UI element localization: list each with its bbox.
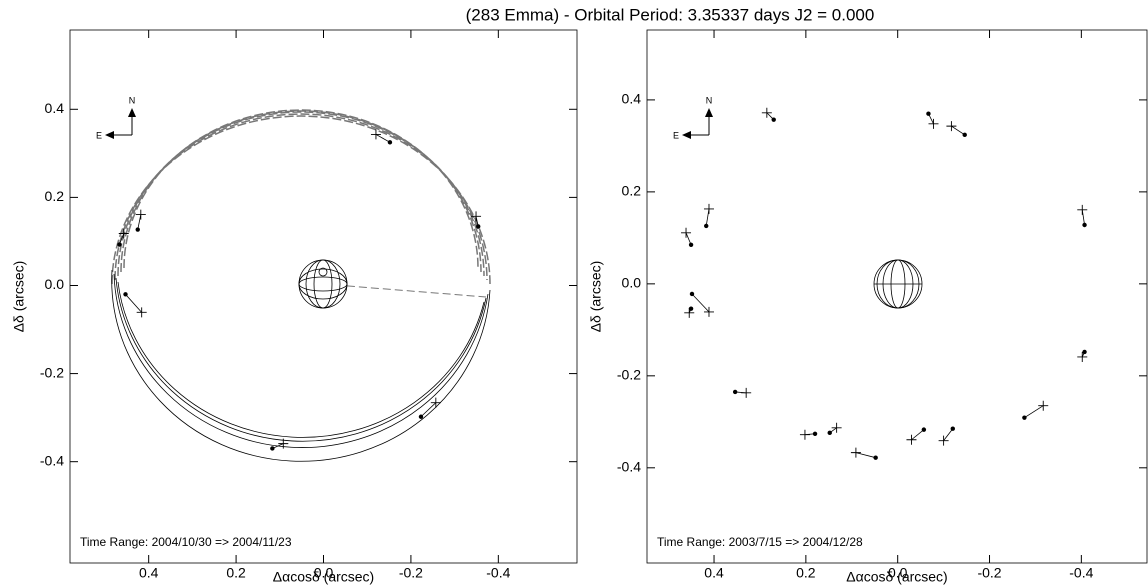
predicted-point [430, 397, 441, 408]
predicted-point [906, 434, 917, 445]
observed-point [732, 389, 738, 395]
y-tick-label: -0.2 [40, 364, 64, 380]
residual-line [943, 428, 954, 441]
residual-line [125, 294, 142, 313]
residual-line [420, 402, 437, 418]
compass-arrow [128, 108, 136, 117]
predicted-point [684, 307, 695, 318]
predicted-point [1077, 204, 1088, 215]
observed-point [117, 242, 122, 247]
observed-point [270, 446, 275, 451]
planet [298, 259, 348, 309]
x-tick-label: 0.0 [888, 565, 908, 581]
observed-point [1022, 415, 1027, 420]
predicted-point [741, 387, 752, 398]
x-tick-label: 0.2 [796, 565, 816, 581]
y-tick-label: 0.0 [45, 276, 65, 292]
y-tick-label: 0.4 [45, 100, 65, 116]
observed-point [1082, 349, 1087, 355]
predicted-point [681, 227, 692, 238]
x-tick-label: -0.2 [399, 565, 423, 581]
y-tick-label: -0.4 [617, 459, 641, 475]
planet [873, 259, 923, 309]
predicted-point [370, 129, 381, 140]
observed-point [921, 427, 927, 432]
y-tick-label: 0.2 [45, 188, 65, 204]
observed-point [688, 242, 694, 247]
x-tick-label: -0.4 [486, 565, 510, 581]
observed-point [827, 430, 832, 436]
observed-point [476, 224, 481, 229]
observed-point [962, 132, 967, 138]
y-tick-label: 0.2 [622, 183, 642, 199]
residual-line [137, 214, 142, 230]
y-axis-label: Δδ (arcsec) [11, 261, 27, 333]
annotation: Time Range: 2003/7/15 => 2004/12/28 [657, 535, 863, 549]
residual-line [375, 134, 391, 143]
x-tick-label: 0.0 [314, 565, 334, 581]
predicted-point [703, 203, 714, 214]
observed-point [873, 455, 878, 460]
observed-point [704, 223, 709, 229]
predicted-point [471, 211, 482, 222]
residual-line [911, 429, 925, 441]
compass-label: N [129, 95, 136, 105]
predicted-point [1038, 400, 1049, 411]
observed-point [926, 111, 931, 116]
predicted-point [761, 107, 772, 118]
observed-point [688, 306, 694, 311]
predicted-point [946, 121, 957, 132]
observed-point [387, 140, 393, 145]
compass-arrow [705, 108, 713, 117]
figure-title: (283 Emma) - Orbital Period: 3.35337 day… [466, 5, 875, 24]
predicted-point [278, 438, 289, 449]
predicted-point [703, 306, 714, 317]
compass-label: E [96, 130, 102, 140]
plot-frame [646, 29, 1148, 564]
observed-point [689, 291, 695, 297]
y-tick-label: 0.4 [622, 91, 642, 107]
annotation: Time Range: 2004/10/30 => 2004/11/23 [80, 535, 292, 549]
compass-arrow [105, 131, 114, 139]
observed-point [771, 117, 776, 122]
compass-label: E [673, 130, 679, 140]
residual-line [951, 125, 965, 136]
residual-line [705, 208, 710, 226]
predicted-point [938, 435, 949, 446]
x-tick-label: 0.4 [139, 565, 159, 581]
y-axis-label: Δδ (arcsec) [588, 261, 604, 333]
predicted-point [1077, 351, 1088, 362]
predicted-point [118, 228, 129, 239]
x-axis-label: Δαcosδ (arcsec) [846, 569, 947, 585]
y-tick-label: -0.2 [617, 367, 641, 383]
observed-point [950, 426, 955, 431]
predicted-point [135, 209, 146, 220]
observed-point [1082, 222, 1087, 228]
predicted-point [850, 447, 861, 458]
y-tick-label: -0.4 [40, 452, 64, 468]
predicted-point [136, 307, 147, 318]
compass-arrow [682, 131, 691, 139]
observed-point [418, 414, 424, 419]
residual-line [691, 293, 710, 313]
observed-point [123, 292, 128, 297]
x-tick-label: 0.4 [704, 565, 724, 581]
x-tick-label: -0.2 [977, 565, 1001, 581]
orbit-model [111, 109, 491, 462]
y-tick-label: 0.0 [622, 275, 642, 291]
residual-line [1024, 405, 1044, 419]
x-tick-label: -0.4 [1069, 565, 1093, 581]
residual-line [855, 452, 876, 459]
observed-point [812, 431, 818, 436]
compass-label: N [706, 95, 713, 105]
predicted-point [799, 429, 810, 440]
predicted-point [831, 422, 842, 433]
x-tick-label: 0.2 [226, 565, 246, 581]
x-axis-label: Δαcosδ (arcsec) [273, 569, 374, 585]
predicted-point [928, 118, 939, 129]
observed-point [135, 227, 140, 232]
